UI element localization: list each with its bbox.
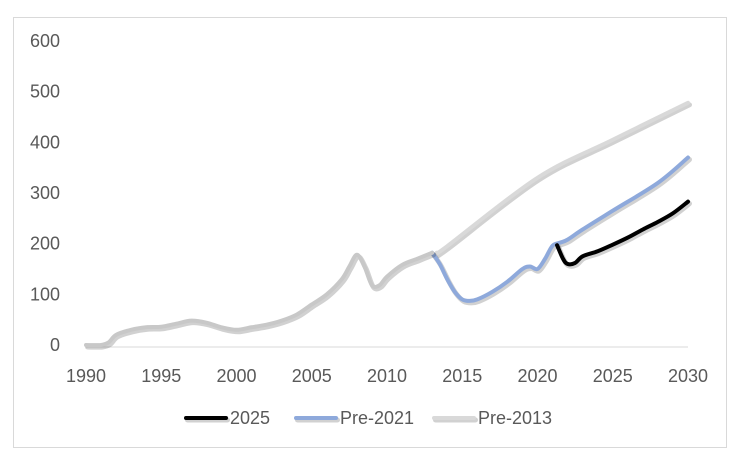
y-tick-label-2: 200 xyxy=(30,234,60,254)
series-line-2025 xyxy=(555,199,690,267)
y-tick-label-6: 600 xyxy=(30,31,60,51)
y-tick-label-0: 0 xyxy=(50,335,60,355)
y-tick-label-3: 300 xyxy=(30,183,60,203)
x-tick-label-0: 1990 xyxy=(66,366,106,386)
series-layer xyxy=(84,100,692,350)
x-tick-label-4: 2010 xyxy=(367,366,407,386)
y-tick-label-5: 500 xyxy=(30,82,60,102)
x-tick-label-8: 2030 xyxy=(668,366,708,386)
y-axis-tick-labels: 0 100 200 300 400 500 600 xyxy=(30,31,60,355)
y-tick-label-4: 400 xyxy=(30,132,60,152)
x-tick-label-6: 2020 xyxy=(517,366,557,386)
series-line-pre-2021 xyxy=(430,155,690,303)
series-shadow-pre-2013 xyxy=(435,102,692,259)
chart-frame xyxy=(13,17,727,448)
y-tick-label-1: 100 xyxy=(30,284,60,304)
series-line-history xyxy=(84,250,435,348)
x-tick-label-2: 2000 xyxy=(216,366,256,386)
x-axis-tick-labels: 1990 1995 2000 2005 2010 2015 2020 2025 2030 xyxy=(66,366,708,386)
x-tick-label-7: 2025 xyxy=(593,366,633,386)
series-line-pre-2013 xyxy=(434,100,690,256)
legend-label-2025: 2025 xyxy=(230,408,270,428)
legend-label-pre-2021: Pre-2021 xyxy=(340,408,414,428)
legend: 2025 Pre-2021 Pre-2013 xyxy=(184,408,552,428)
series-shadow-history xyxy=(85,252,437,350)
x-tick-label-3: 2005 xyxy=(292,366,332,386)
legend-label-pre-2013: Pre-2013 xyxy=(478,408,552,428)
x-tick-label-5: 2015 xyxy=(442,366,482,386)
x-tick-label-1: 1995 xyxy=(141,366,181,386)
